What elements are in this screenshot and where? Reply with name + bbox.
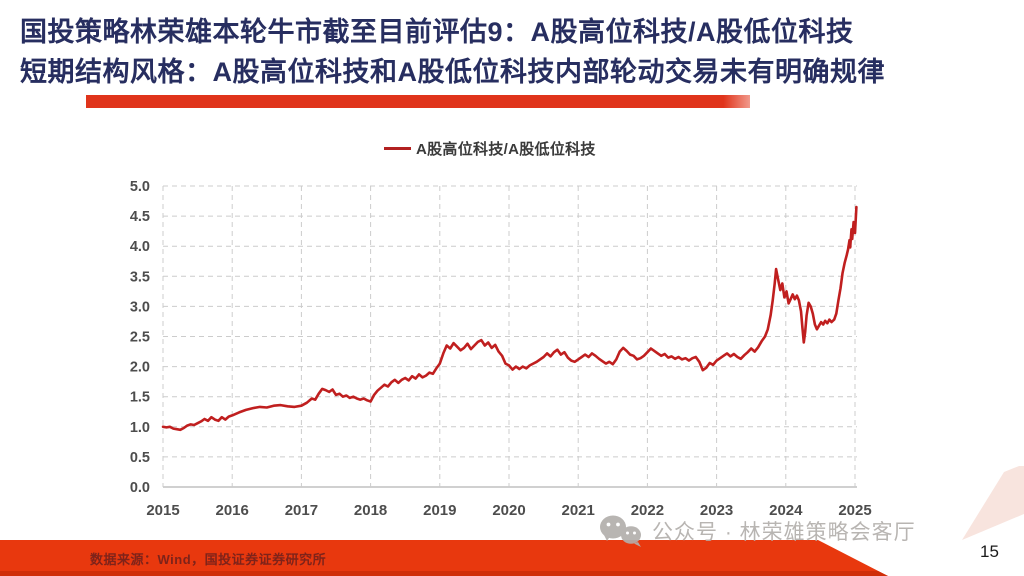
x-tick-label: 2016 [216, 502, 249, 519]
footer-banner [0, 466, 1024, 576]
y-tick-label: 5.0 [130, 179, 150, 195]
x-tick-label: 2022 [631, 502, 664, 519]
page-number: 15 [980, 542, 999, 561]
red-banner-bottom-edge [0, 571, 888, 576]
header: 国投策略林荣雄本轮牛市截至目前评估9：A股高位科技/A股低位科技 短期结构风格：… [20, 12, 1010, 92]
x-tick-label: 2017 [285, 502, 318, 519]
slide-title-line1: 国投策略林荣雄本轮牛市截至目前评估9：A股高位科技/A股低位科技 [20, 17, 854, 47]
watermark: 公众号 · 林荣雄策略会客厅 [598, 514, 916, 548]
x-tick-label: 2015 [146, 502, 179, 519]
data-source-note: 数据来源：Wind，国投证券证券研究所 [90, 552, 327, 567]
x-tick-label: 2021 [562, 502, 595, 519]
chart-legend: A股高位科技/A股低位科技 [384, 138, 596, 159]
x-tick-label: 2025 [838, 502, 871, 519]
watermark-text: 公众号 · 林荣雄策略会客厅 [652, 521, 916, 544]
y-tick-label: 2.5 [130, 330, 150, 346]
wechat-icon [600, 515, 641, 547]
title-underline-bar [86, 95, 750, 108]
y-tick-label: 4.0 [130, 239, 150, 255]
x-tick-label: 2019 [423, 502, 456, 519]
legend-line-swatch [384, 146, 411, 151]
slide-title-line2: 短期结构风格：A股高位科技和A股低位科技内部轮动交易未有明确规律 [20, 57, 885, 87]
pink-wedge-decoration [962, 466, 1024, 540]
y-tick-label: 1.0 [130, 420, 150, 436]
y-tick-label: 4.5 [130, 209, 150, 225]
y-tick-label: 3.5 [130, 269, 150, 285]
series-line [161, 205, 858, 432]
x-tick-label: 2018 [354, 502, 387, 519]
x-tick-label: 2023 [700, 502, 733, 519]
y-tick-label: 2.0 [130, 360, 150, 376]
x-tick-label: 2024 [769, 502, 803, 519]
y-tick-label: 0.5 [130, 450, 150, 466]
red-banner-shape [0, 540, 888, 576]
x-tick-label: 2020 [492, 502, 525, 519]
y-tick-label: 3.0 [130, 299, 150, 315]
y-tick-label: 1.5 [130, 390, 150, 406]
legend-label: A股高位科技/A股低位科技 [416, 141, 596, 158]
y-tick-label: 0.0 [130, 480, 150, 496]
